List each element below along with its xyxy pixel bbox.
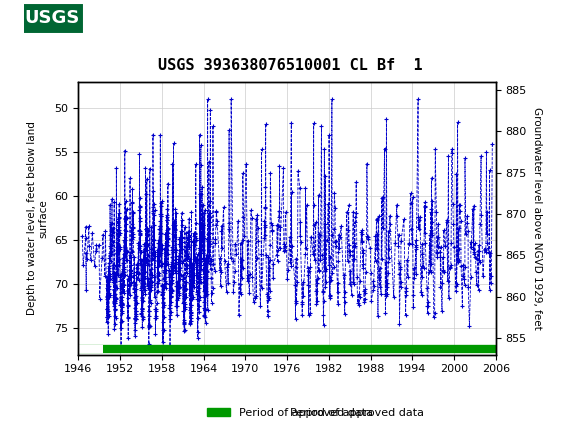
Legend: Period of approved data: Period of approved data bbox=[203, 403, 377, 422]
Bar bbox=[3, 3, 24, 33]
Text: USGS: USGS bbox=[24, 9, 79, 27]
Text: ▓: ▓ bbox=[3, 6, 17, 31]
Bar bbox=[3, 3, 84, 34]
Y-axis label: Depth to water level, feet below land
surface: Depth to water level, feet below land su… bbox=[27, 121, 49, 315]
Text: Period of approved data: Period of approved data bbox=[290, 408, 424, 418]
Y-axis label: Groundwater level above NGVD 1929, feet: Groundwater level above NGVD 1929, feet bbox=[532, 107, 542, 330]
Text: USGS 393638076510001 CL Bf  1: USGS 393638076510001 CL Bf 1 bbox=[158, 58, 422, 73]
